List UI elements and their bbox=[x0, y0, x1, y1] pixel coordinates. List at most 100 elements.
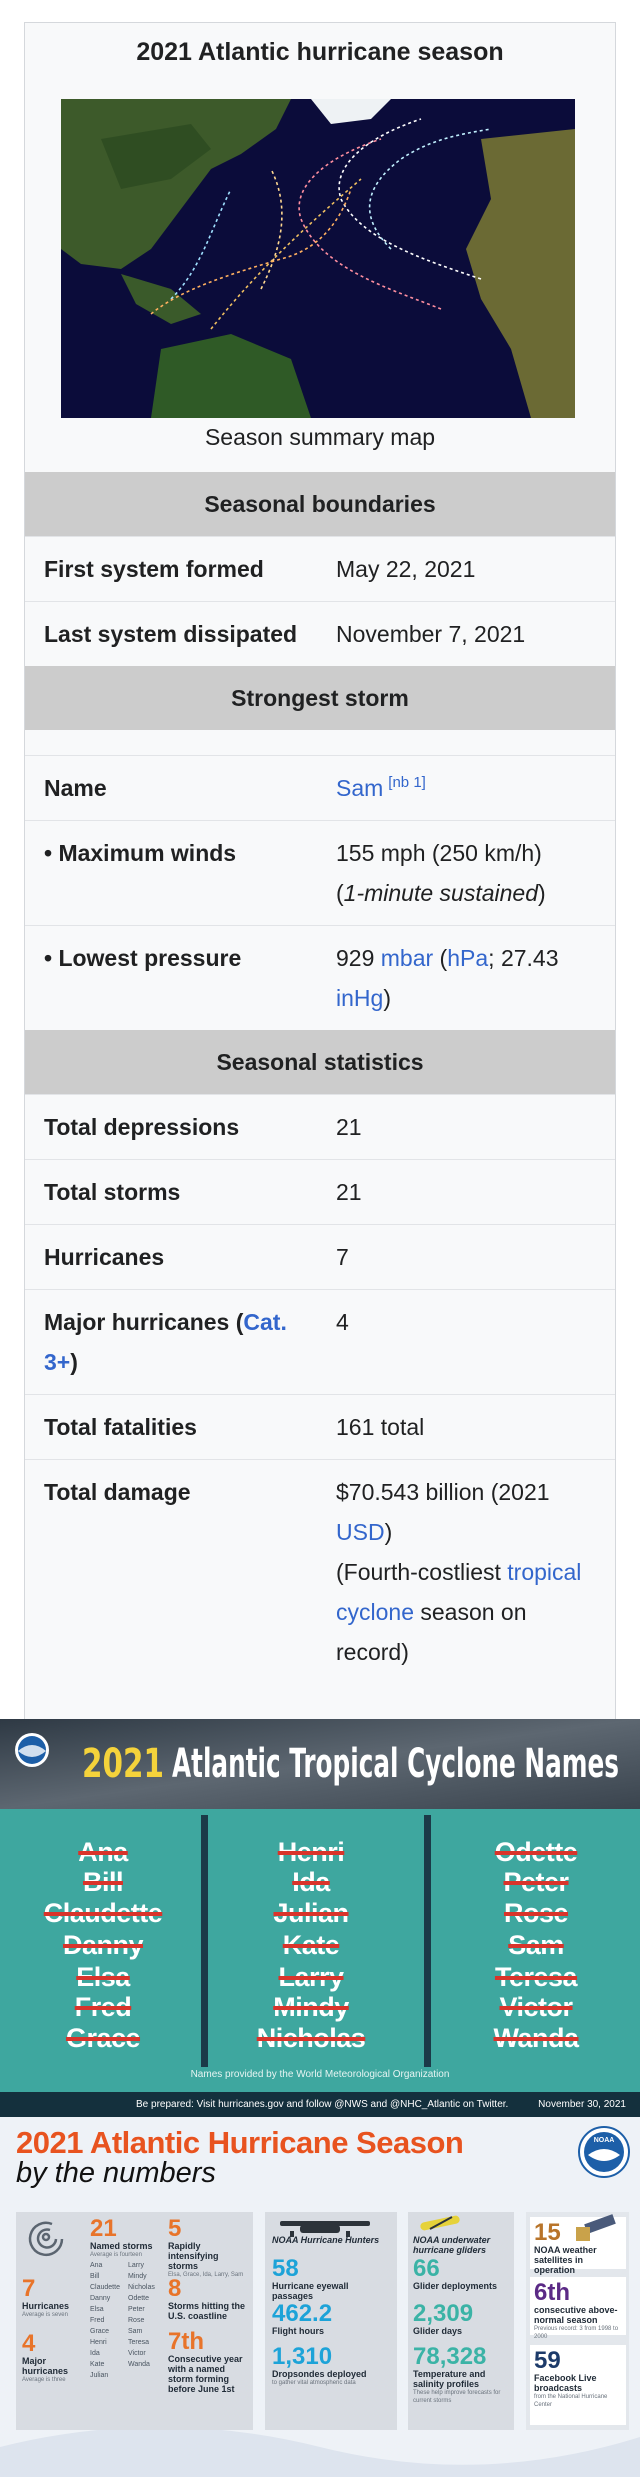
section-header: Seasonal statistics bbox=[25, 1030, 615, 1095]
storm-name: Wanda bbox=[493, 2023, 580, 2053]
storm-name: Ana bbox=[78, 1837, 128, 1867]
text: $70.543 billion (2021 bbox=[336, 1479, 550, 1505]
storm-name: Victor bbox=[499, 1992, 573, 2022]
names-list-item: Kate bbox=[90, 2361, 105, 2368]
numbers-background: NOAA bbox=[0, 2126, 640, 2477]
row-value: $70.543 billion (2021 USD) (Fourth-costli… bbox=[336, 1459, 615, 1684]
names-list-item: Henri bbox=[90, 2339, 107, 2346]
panel bbox=[16, 2212, 253, 2430]
stat-label: Rapidly intensifying storms bbox=[168, 2241, 219, 2271]
stat-label: Storms hitting the U.S. coastline bbox=[168, 2301, 245, 2321]
storm-name: Claudette bbox=[43, 1898, 163, 1928]
text: ) bbox=[70, 1349, 78, 1375]
names-list-item: Nicholas bbox=[128, 2284, 155, 2291]
stat-note: Previous record: 3 from 1998 to 2000 bbox=[534, 2326, 619, 2340]
storm-name: Nicholas bbox=[256, 2023, 366, 2053]
text: 4 bbox=[336, 1309, 349, 1335]
storm-name: Bill bbox=[82, 1867, 124, 1897]
link[interactable]: Sam bbox=[336, 775, 384, 801]
infobox-row: Name Sam [nb 1] bbox=[25, 755, 615, 821]
section-header-row: Seasonal boundaries bbox=[25, 472, 615, 537]
spacer bbox=[25, 730, 615, 756]
stat-label: Flight hours bbox=[272, 2326, 324, 2336]
stat-label: Named storms bbox=[90, 2241, 153, 2251]
section-header-row: Seasonal statistics bbox=[25, 1030, 615, 1095]
storm-tracks bbox=[150, 118, 492, 330]
stat-number: 2,309 bbox=[413, 2300, 474, 2327]
text: (Fourth-costliest bbox=[336, 1559, 508, 1585]
row-label: • Lowest pressure bbox=[25, 925, 336, 1030]
storm-name: Sam bbox=[508, 1930, 564, 1960]
link[interactable]: inHg bbox=[336, 985, 384, 1011]
storm-name: Peter bbox=[503, 1867, 569, 1897]
names-list-item: Peter bbox=[128, 2306, 145, 2313]
noaa-gull bbox=[18, 1745, 46, 1757]
names-list-item: Claudette bbox=[90, 2284, 120, 2291]
infobox-row: Total fatalities 161 total bbox=[25, 1394, 615, 1460]
row-label: Hurricanes bbox=[25, 1224, 336, 1290]
stat-label: Consecutive year with a named storm form… bbox=[168, 2354, 243, 2394]
stat-number: 462.2 bbox=[272, 2300, 333, 2327]
infobox-row: • Maximum winds 155 mph (250 km/h) (1-minu… bbox=[25, 820, 615, 926]
stat-note: These help improve forecasts for current… bbox=[413, 2390, 501, 2404]
cloud-band bbox=[0, 1719, 640, 1809]
link[interactable]: [nb 1] bbox=[388, 774, 426, 791]
storm-name: Odette bbox=[494, 1837, 578, 1867]
link[interactable]: mbar bbox=[380, 945, 434, 971]
stat-label: Facebook Live broadcasts bbox=[534, 2373, 597, 2393]
link[interactable]: USD bbox=[336, 1519, 385, 1545]
stat-number: 15 bbox=[534, 2219, 561, 2246]
text: 7 bbox=[336, 1244, 349, 1270]
stat-label: Dropsondes deployed bbox=[272, 2369, 367, 2379]
stat-note: Elsa, Grace, Ida, Larry, Sam bbox=[168, 2272, 244, 2278]
names-list-item: Grace bbox=[90, 2328, 110, 2335]
season-map[interactable] bbox=[61, 99, 575, 418]
names-graphic[interactable]: 2021 Atlantic Tropical Cyclone Names Nam… bbox=[0, 1719, 640, 2117]
track bbox=[260, 168, 283, 290]
row-label: Total storms bbox=[25, 1159, 336, 1225]
stat-label: Glider days bbox=[413, 2326, 463, 2336]
text: 161 total bbox=[336, 1414, 425, 1440]
infobox-body: Seasonal boundaries First system formed Ma… bbox=[25, 472, 615, 1684]
stat: 66 Glider deployments bbox=[413, 2255, 511, 2292]
text: 21 bbox=[336, 1114, 362, 1140]
numbers-title: 2021 Atlantic Hurricane Season bbox=[16, 2125, 464, 2160]
numbers-graphic[interactable]: NOAA 2021 Atlantic Hurricane Season by t… bbox=[0, 2117, 640, 2477]
storm-name: Larry bbox=[278, 1962, 344, 1992]
glider-icon bbox=[420, 2215, 460, 2231]
map-caption: Season summary map bbox=[204, 424, 436, 450]
infobox-title: 2021 Atlantic hurricane season bbox=[136, 38, 504, 66]
infobox: 2021 Atlantic hurricane season Season su… bbox=[24, 22, 616, 1721]
stat-label: Hurricanes bbox=[22, 2301, 70, 2311]
infobox-row: Hurricanes 7 bbox=[25, 1224, 615, 1290]
column-divider bbox=[201, 1815, 208, 2067]
central-america bbox=[121, 274, 201, 324]
link[interactable]: Cat. 3+ bbox=[44, 1309, 287, 1375]
infobox-row: • Lowest pressure 929 mbar (hPa; 27.43 in… bbox=[25, 925, 615, 1030]
infobox-table: Seasonal boundaries First system formed Ma… bbox=[25, 472, 615, 1684]
numbers-subtitle: by the numbers bbox=[16, 2157, 216, 2189]
panel-heading: NOAA Hurricane Hunters bbox=[272, 2235, 380, 2245]
stat: 58 Hurricane eyewall passages bbox=[272, 2257, 392, 2302]
storm-name: Henri bbox=[277, 1837, 345, 1867]
greenland bbox=[311, 99, 391, 124]
airplane-icon bbox=[280, 2221, 370, 2237]
stat-label: Hurricane eyewall passages bbox=[272, 2281, 349, 2301]
link[interactable]: hPa bbox=[447, 945, 489, 971]
stat: 78,328 Temperature and salinity profiles T… bbox=[413, 2345, 511, 2405]
names-list-item: Rose bbox=[128, 2317, 145, 2324]
stat-number: 66 bbox=[413, 2255, 440, 2282]
storm-name: Rose bbox=[503, 1898, 569, 1928]
stat-note: to gather vital atmospheric data bbox=[272, 2380, 356, 2386]
names-title-year: 2021 bbox=[82, 1741, 164, 1787]
africa bbox=[466, 129, 575, 418]
storm-name: Julian bbox=[273, 1898, 349, 1928]
track bbox=[338, 118, 482, 280]
names-list-item: Julian bbox=[90, 2372, 109, 2379]
row-value: 7 bbox=[336, 1224, 615, 1290]
text: November 7, 2021 bbox=[336, 621, 526, 647]
link[interactable]: tropical cyclone bbox=[336, 1559, 582, 1625]
row-value: 161 total bbox=[336, 1394, 615, 1460]
storm-name: Fred bbox=[74, 1992, 132, 2022]
row-label: Total fatalities bbox=[25, 1394, 336, 1460]
